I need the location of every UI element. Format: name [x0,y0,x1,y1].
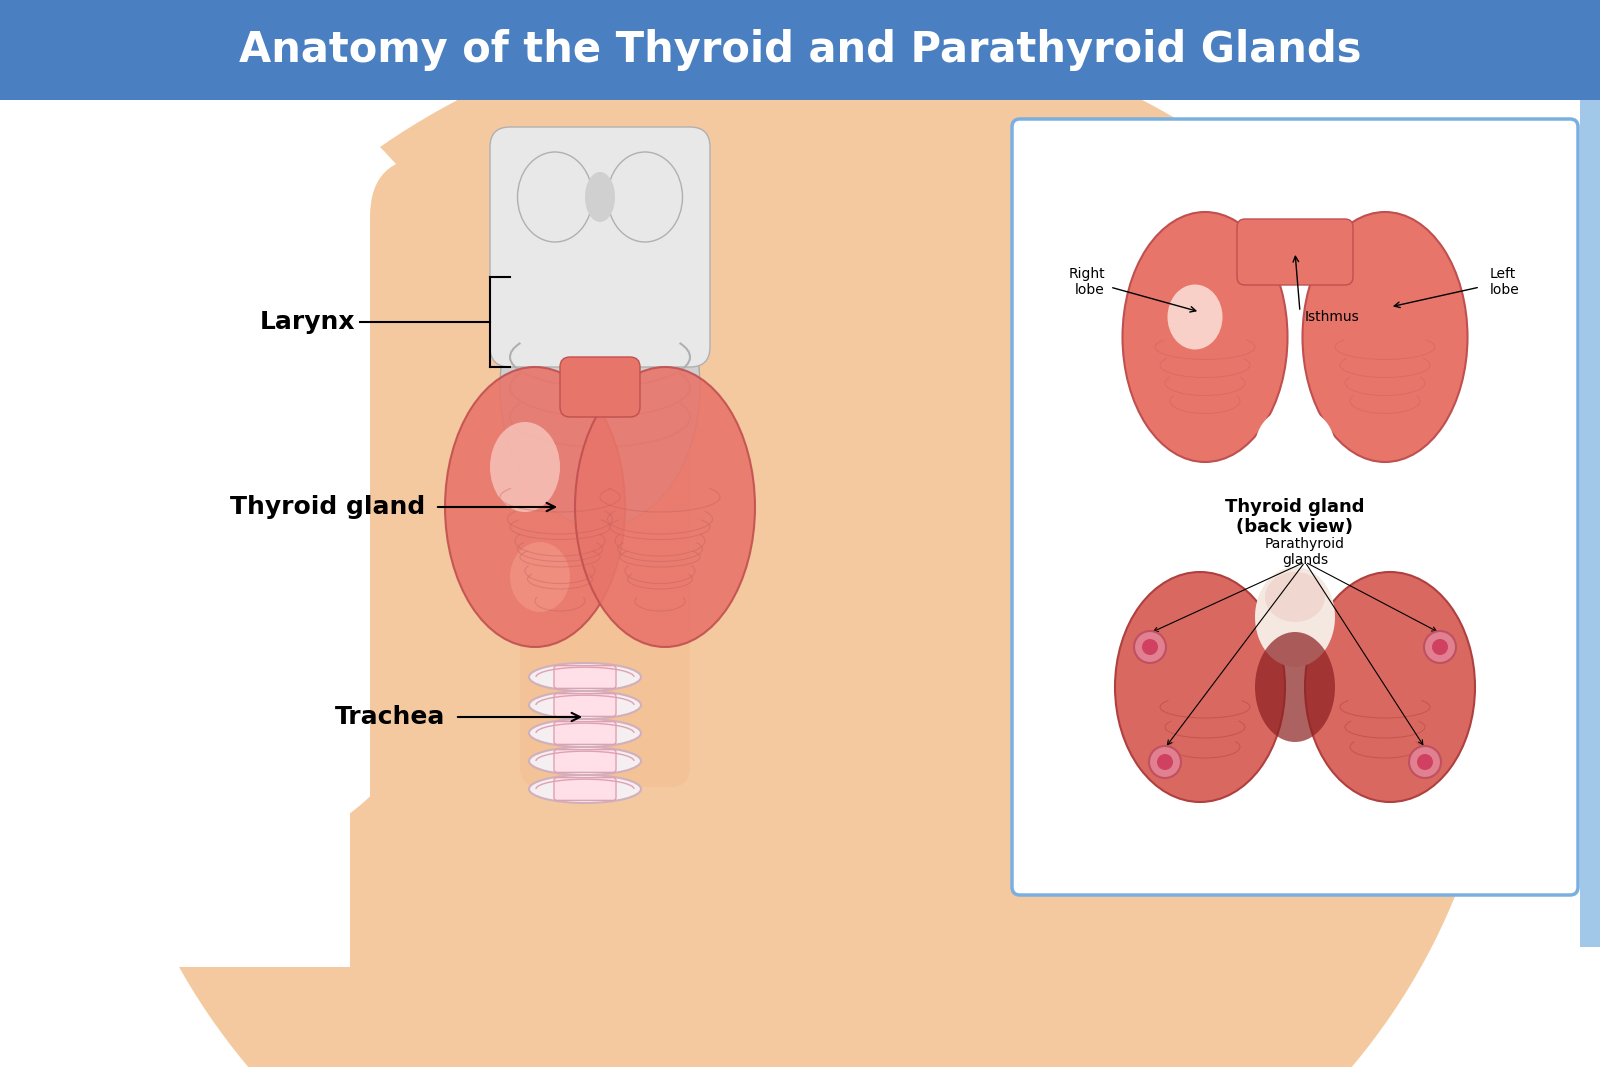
Text: Anatomy of the Thyroid and Parathyroid Glands: Anatomy of the Thyroid and Parathyroid G… [238,29,1362,71]
Circle shape [1142,639,1158,655]
Ellipse shape [99,17,1501,1067]
Ellipse shape [440,17,760,317]
Ellipse shape [517,152,592,242]
Ellipse shape [0,67,499,867]
FancyBboxPatch shape [370,157,830,977]
Circle shape [1432,639,1448,655]
Ellipse shape [1254,567,1334,667]
FancyBboxPatch shape [0,0,1600,100]
Ellipse shape [1115,572,1285,802]
Ellipse shape [490,423,560,512]
Ellipse shape [510,542,570,612]
Circle shape [1424,631,1456,663]
FancyBboxPatch shape [554,778,616,800]
Ellipse shape [530,719,642,747]
Ellipse shape [0,67,450,967]
FancyBboxPatch shape [490,127,710,367]
Ellipse shape [418,162,472,232]
FancyBboxPatch shape [1013,120,1578,895]
Ellipse shape [499,246,701,527]
Text: Left
lobe: Left lobe [1490,267,1520,297]
FancyBboxPatch shape [520,246,690,787]
FancyBboxPatch shape [554,721,616,745]
Ellipse shape [1254,407,1334,487]
FancyBboxPatch shape [1237,219,1354,285]
Ellipse shape [1302,212,1467,462]
Circle shape [1418,754,1434,770]
Ellipse shape [1261,757,1330,817]
Text: Isthmus: Isthmus [1306,310,1360,324]
Ellipse shape [530,691,642,719]
Circle shape [1149,746,1181,778]
Ellipse shape [574,367,755,647]
Ellipse shape [586,172,614,222]
Text: Thyroid gland
(back view): Thyroid gland (back view) [1226,497,1365,537]
Ellipse shape [226,617,974,1067]
Text: Parathyroid
glands: Parathyroid glands [1266,537,1346,567]
Ellipse shape [1123,212,1288,462]
Ellipse shape [1254,632,1334,742]
Text: Larynx: Larynx [259,310,355,334]
Ellipse shape [728,162,782,232]
Polygon shape [0,100,350,967]
Circle shape [1134,631,1166,663]
Ellipse shape [1306,572,1475,802]
Text: Trachea: Trachea [334,705,445,729]
Circle shape [1410,746,1442,778]
Ellipse shape [1266,572,1325,622]
FancyBboxPatch shape [554,694,616,716]
Circle shape [1157,754,1173,770]
Text: Thyroid gland: Thyroid gland [230,495,426,519]
Ellipse shape [530,747,642,775]
Ellipse shape [608,152,683,242]
Ellipse shape [530,775,642,803]
Ellipse shape [1168,285,1222,350]
Ellipse shape [530,663,642,691]
FancyBboxPatch shape [1581,100,1600,947]
FancyBboxPatch shape [560,357,640,417]
Ellipse shape [750,587,1350,987]
FancyBboxPatch shape [554,666,616,688]
Text: Right
lobe: Right lobe [1069,267,1106,297]
FancyBboxPatch shape [554,750,616,773]
Ellipse shape [445,367,626,647]
